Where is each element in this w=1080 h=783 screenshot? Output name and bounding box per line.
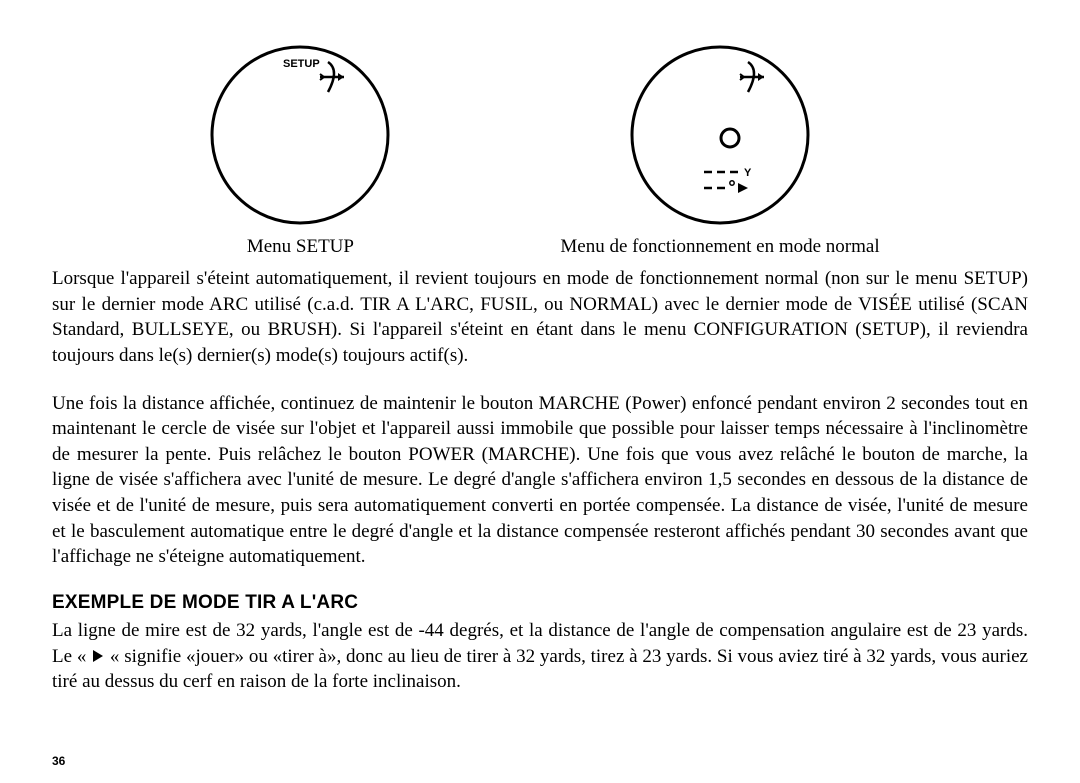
reticle-normal-svg: Y: [620, 40, 820, 230]
paragraph-3: La ligne de mire est de 32 yards, l'angl…: [52, 618, 1028, 695]
caption-left: Menu SETUP: [247, 236, 354, 258]
paragraph-1: Lorsque l'appareil s'éteint automatiquem…: [52, 266, 1028, 369]
section-heading: EXEMPLE DE MODE TIR A L'ARC: [52, 592, 1028, 614]
y-label: Y: [744, 167, 752, 179]
p3-after: « signifie «jouer» ou «tirer à», donc au…: [52, 646, 1028, 693]
diagram-right: Y Menu de fonctionnement en mode normal: [560, 40, 879, 258]
page-number: 36: [52, 754, 65, 768]
diagram-left: SETUP Menu SETUP: [200, 40, 400, 258]
reticle-setup-svg: SETUP: [200, 40, 400, 230]
paragraph-2: Une fois la distance affichée, continuez…: [52, 391, 1028, 570]
caption-right: Menu de fonctionnement en mode normal: [560, 236, 879, 258]
diagram-row: SETUP Menu SETUP: [52, 40, 1028, 258]
setup-label-text: SETUP: [283, 58, 320, 70]
play-triangle-icon: [91, 649, 105, 663]
